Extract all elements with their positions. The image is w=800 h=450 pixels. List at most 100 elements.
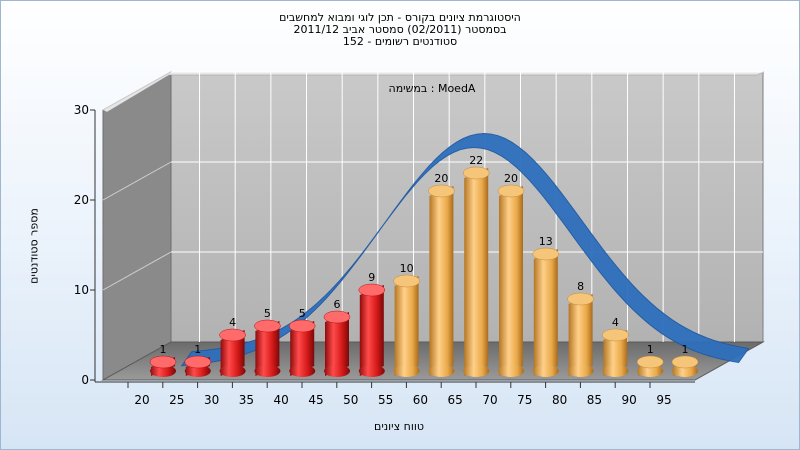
bar: 20 bbox=[497, 172, 525, 377]
bar-value-label: 4 bbox=[229, 316, 236, 329]
bar-body bbox=[220, 330, 245, 376]
gridline-side bbox=[102, 251, 172, 291]
chart-annotation: במשימה : MoedA bbox=[389, 82, 476, 95]
bar: 9 bbox=[358, 271, 386, 377]
bar-base bbox=[428, 365, 455, 377]
bar-value-label: 1 bbox=[194, 343, 201, 356]
x-tick-label: 50 bbox=[343, 393, 358, 407]
bar: 10 bbox=[393, 262, 420, 377]
bar: 5 bbox=[254, 307, 281, 377]
bar-cap bbox=[149, 355, 177, 369]
x-tick-label: 55 bbox=[378, 393, 393, 407]
bar: 22 bbox=[462, 154, 490, 377]
bar-body bbox=[429, 186, 454, 376]
x-tick-label: 20 bbox=[134, 393, 149, 407]
x-tick-label: 65 bbox=[448, 393, 463, 407]
side-wall bbox=[102, 71, 172, 381]
bar-value-label: 1 bbox=[160, 343, 167, 356]
bar-value-label: 4 bbox=[612, 316, 619, 329]
bar-value-label: 6 bbox=[334, 298, 341, 311]
bar-value-label: 10 bbox=[400, 262, 414, 275]
bar-cap bbox=[462, 166, 490, 180]
x-tick-label: 25 bbox=[169, 393, 184, 407]
y-tick-label: 0 bbox=[81, 373, 89, 387]
bar-body bbox=[394, 276, 419, 376]
x-tick-label: 40 bbox=[274, 393, 289, 407]
bar: 8 bbox=[567, 280, 594, 377]
y-tick-label: 30 bbox=[74, 103, 89, 117]
bar-base bbox=[219, 365, 246, 377]
bar-cap bbox=[184, 355, 212, 369]
x-tick-label: 90 bbox=[622, 393, 637, 407]
bar: 13 bbox=[532, 235, 560, 377]
chart-title-line-1: היסטוגרמת ציונים בקורס - תכן לוגי ומבוא … bbox=[279, 11, 521, 24]
bar-body bbox=[568, 294, 593, 376]
x-tick-label: 75 bbox=[517, 393, 532, 407]
bar: 1 bbox=[184, 343, 212, 377]
bar-value-label: 13 bbox=[539, 235, 553, 248]
bar-base bbox=[254, 365, 281, 377]
bar-body bbox=[359, 285, 384, 376]
bar-cap bbox=[358, 283, 386, 297]
bar: 1 bbox=[671, 343, 699, 377]
x-tick-label: 45 bbox=[308, 393, 323, 407]
bar-value-label: 20 bbox=[504, 172, 518, 185]
x-tick-label: 95 bbox=[656, 393, 671, 407]
bar-value-label: 9 bbox=[368, 271, 375, 284]
bar-cap bbox=[532, 247, 560, 261]
bar-cap bbox=[497, 184, 525, 198]
x-tick-label: 70 bbox=[482, 393, 497, 407]
y-tick-label: 20 bbox=[74, 193, 89, 207]
x-tick-label: 60 bbox=[413, 393, 428, 407]
bar: 1 bbox=[636, 343, 664, 377]
bar-base bbox=[567, 365, 594, 377]
x-tick-label: 85 bbox=[587, 393, 602, 407]
bar-value-label: 1 bbox=[647, 343, 654, 356]
bar-cap bbox=[288, 319, 316, 333]
bar-base bbox=[324, 365, 350, 377]
bar-base bbox=[463, 365, 490, 377]
bar-value-label: 22 bbox=[469, 154, 483, 167]
bar-cap bbox=[219, 328, 246, 342]
bar-cap bbox=[428, 184, 455, 198]
x-tick-label: 35 bbox=[239, 393, 254, 407]
chart-title-line-2: בסמסטר (02/2011) סמסטר אביב 2011/12 bbox=[293, 23, 507, 36]
bar-cap bbox=[602, 328, 629, 342]
bar-cap bbox=[323, 310, 351, 324]
distribution-curve bbox=[180, 132, 750, 367]
gridline-side bbox=[102, 71, 172, 111]
bar-body bbox=[533, 249, 558, 376]
bar-base bbox=[637, 365, 664, 377]
bar-base bbox=[532, 365, 559, 377]
bar-cap bbox=[393, 274, 420, 288]
bar-cap bbox=[636, 355, 664, 369]
bar-body bbox=[325, 312, 349, 376]
bar-base bbox=[393, 365, 420, 377]
bar-base bbox=[498, 365, 524, 377]
bar-base bbox=[184, 365, 211, 377]
bar: 6 bbox=[323, 298, 351, 377]
bar: 4 bbox=[602, 316, 629, 377]
bar-value-label: 1 bbox=[682, 343, 689, 356]
bar-body bbox=[499, 186, 523, 376]
bar-base bbox=[358, 365, 385, 377]
bar-body bbox=[603, 330, 628, 376]
bar-base bbox=[672, 365, 698, 377]
bar: 1 bbox=[149, 343, 177, 377]
gridline-side bbox=[102, 161, 172, 201]
bar: 20 bbox=[428, 172, 455, 377]
y-tick-label: 10 bbox=[74, 283, 89, 297]
bar-base bbox=[150, 365, 176, 377]
bar-base bbox=[602, 365, 629, 377]
chart-title-line-3: סטודנטים רשומים - 152 bbox=[342, 35, 458, 48]
bar-cap bbox=[254, 319, 281, 333]
bar-value-label: 5 bbox=[299, 307, 306, 320]
bar-cap bbox=[567, 292, 594, 306]
bar: 5 bbox=[288, 307, 316, 377]
bar-value-label: 8 bbox=[577, 280, 584, 293]
bar-cap bbox=[671, 355, 699, 369]
bar-base bbox=[289, 365, 316, 377]
bar-body bbox=[290, 321, 315, 376]
bar: 4 bbox=[219, 316, 246, 377]
